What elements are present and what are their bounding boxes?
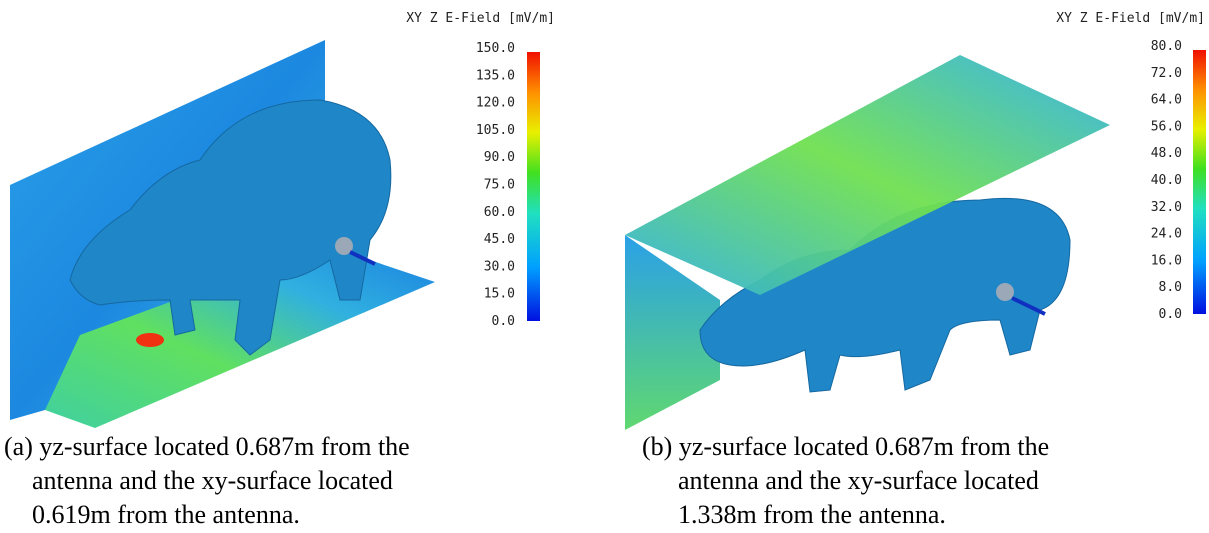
xy-surface bbox=[625, 55, 1110, 295]
colorbar-tick-label: 120.0 bbox=[476, 96, 515, 111]
rhino-model bbox=[69, 99, 392, 356]
colorbar-tick-label: 0.0 bbox=[492, 314, 515, 329]
colorbar-title: XY Z E-Field [mV/m] bbox=[1056, 11, 1205, 26]
caption-line: (a) yz-surface located 0.687m from the bbox=[4, 432, 410, 461]
antenna bbox=[996, 283, 1014, 301]
colorbar-tick-label: 90.0 bbox=[484, 150, 515, 165]
colorbar-tick-label: 40.0 bbox=[1151, 173, 1182, 188]
colorbar bbox=[527, 52, 540, 321]
antenna-arrow bbox=[1011, 296, 1046, 316]
colorbar bbox=[1193, 50, 1206, 314]
panel-a-image bbox=[10, 40, 435, 428]
colorbar-tick-label: 60.0 bbox=[484, 205, 515, 220]
yz-surface bbox=[625, 235, 720, 430]
colorbar-tick-label: 56.0 bbox=[1151, 119, 1182, 134]
colorbar-tick-label: 72.0 bbox=[1151, 66, 1182, 81]
colorbar-tick-label: 80.0 bbox=[1151, 39, 1182, 54]
colorbar-title: XY Z E-Field [mV/m] bbox=[406, 11, 555, 26]
colorbar-tick-label: 32.0 bbox=[1151, 200, 1182, 215]
caption-line: antenna and the xy-surface located bbox=[678, 466, 1039, 495]
colorbar-tick-label: 16.0 bbox=[1151, 253, 1182, 268]
colorbar-tick-label: 48.0 bbox=[1151, 146, 1182, 161]
colorbar-tick-label: 24.0 bbox=[1151, 227, 1182, 242]
colorbar-tick-label: 75.0 bbox=[484, 178, 515, 193]
antenna-arrow bbox=[349, 250, 376, 266]
panel-b-image bbox=[625, 55, 1110, 430]
colorbar-tick-label: 15.0 bbox=[484, 287, 515, 302]
antenna bbox=[335, 237, 353, 255]
colorbar-tick-label: 0.0 bbox=[1159, 307, 1182, 322]
colorbar-tick-label: 8.0 bbox=[1159, 280, 1182, 295]
caption-line: (b) yz-surface located 0.687m from the bbox=[642, 432, 1049, 461]
colorbar-tick-label: 135.0 bbox=[476, 68, 515, 83]
caption-line: 0.619m from the antenna. bbox=[32, 500, 300, 529]
colorbar-tick-label: 150.0 bbox=[476, 41, 515, 56]
colorbar-tick-label: 105.0 bbox=[476, 123, 515, 138]
hotspot bbox=[136, 333, 164, 347]
colorbar-tick-label: 45.0 bbox=[484, 232, 515, 247]
colorbar-tick-label: 30.0 bbox=[484, 259, 515, 274]
caption-line: antenna and the xy-surface located bbox=[32, 466, 393, 495]
caption-line: 1.338m from the antenna. bbox=[678, 500, 946, 529]
colorbar-tick-label: 64.0 bbox=[1151, 93, 1182, 108]
